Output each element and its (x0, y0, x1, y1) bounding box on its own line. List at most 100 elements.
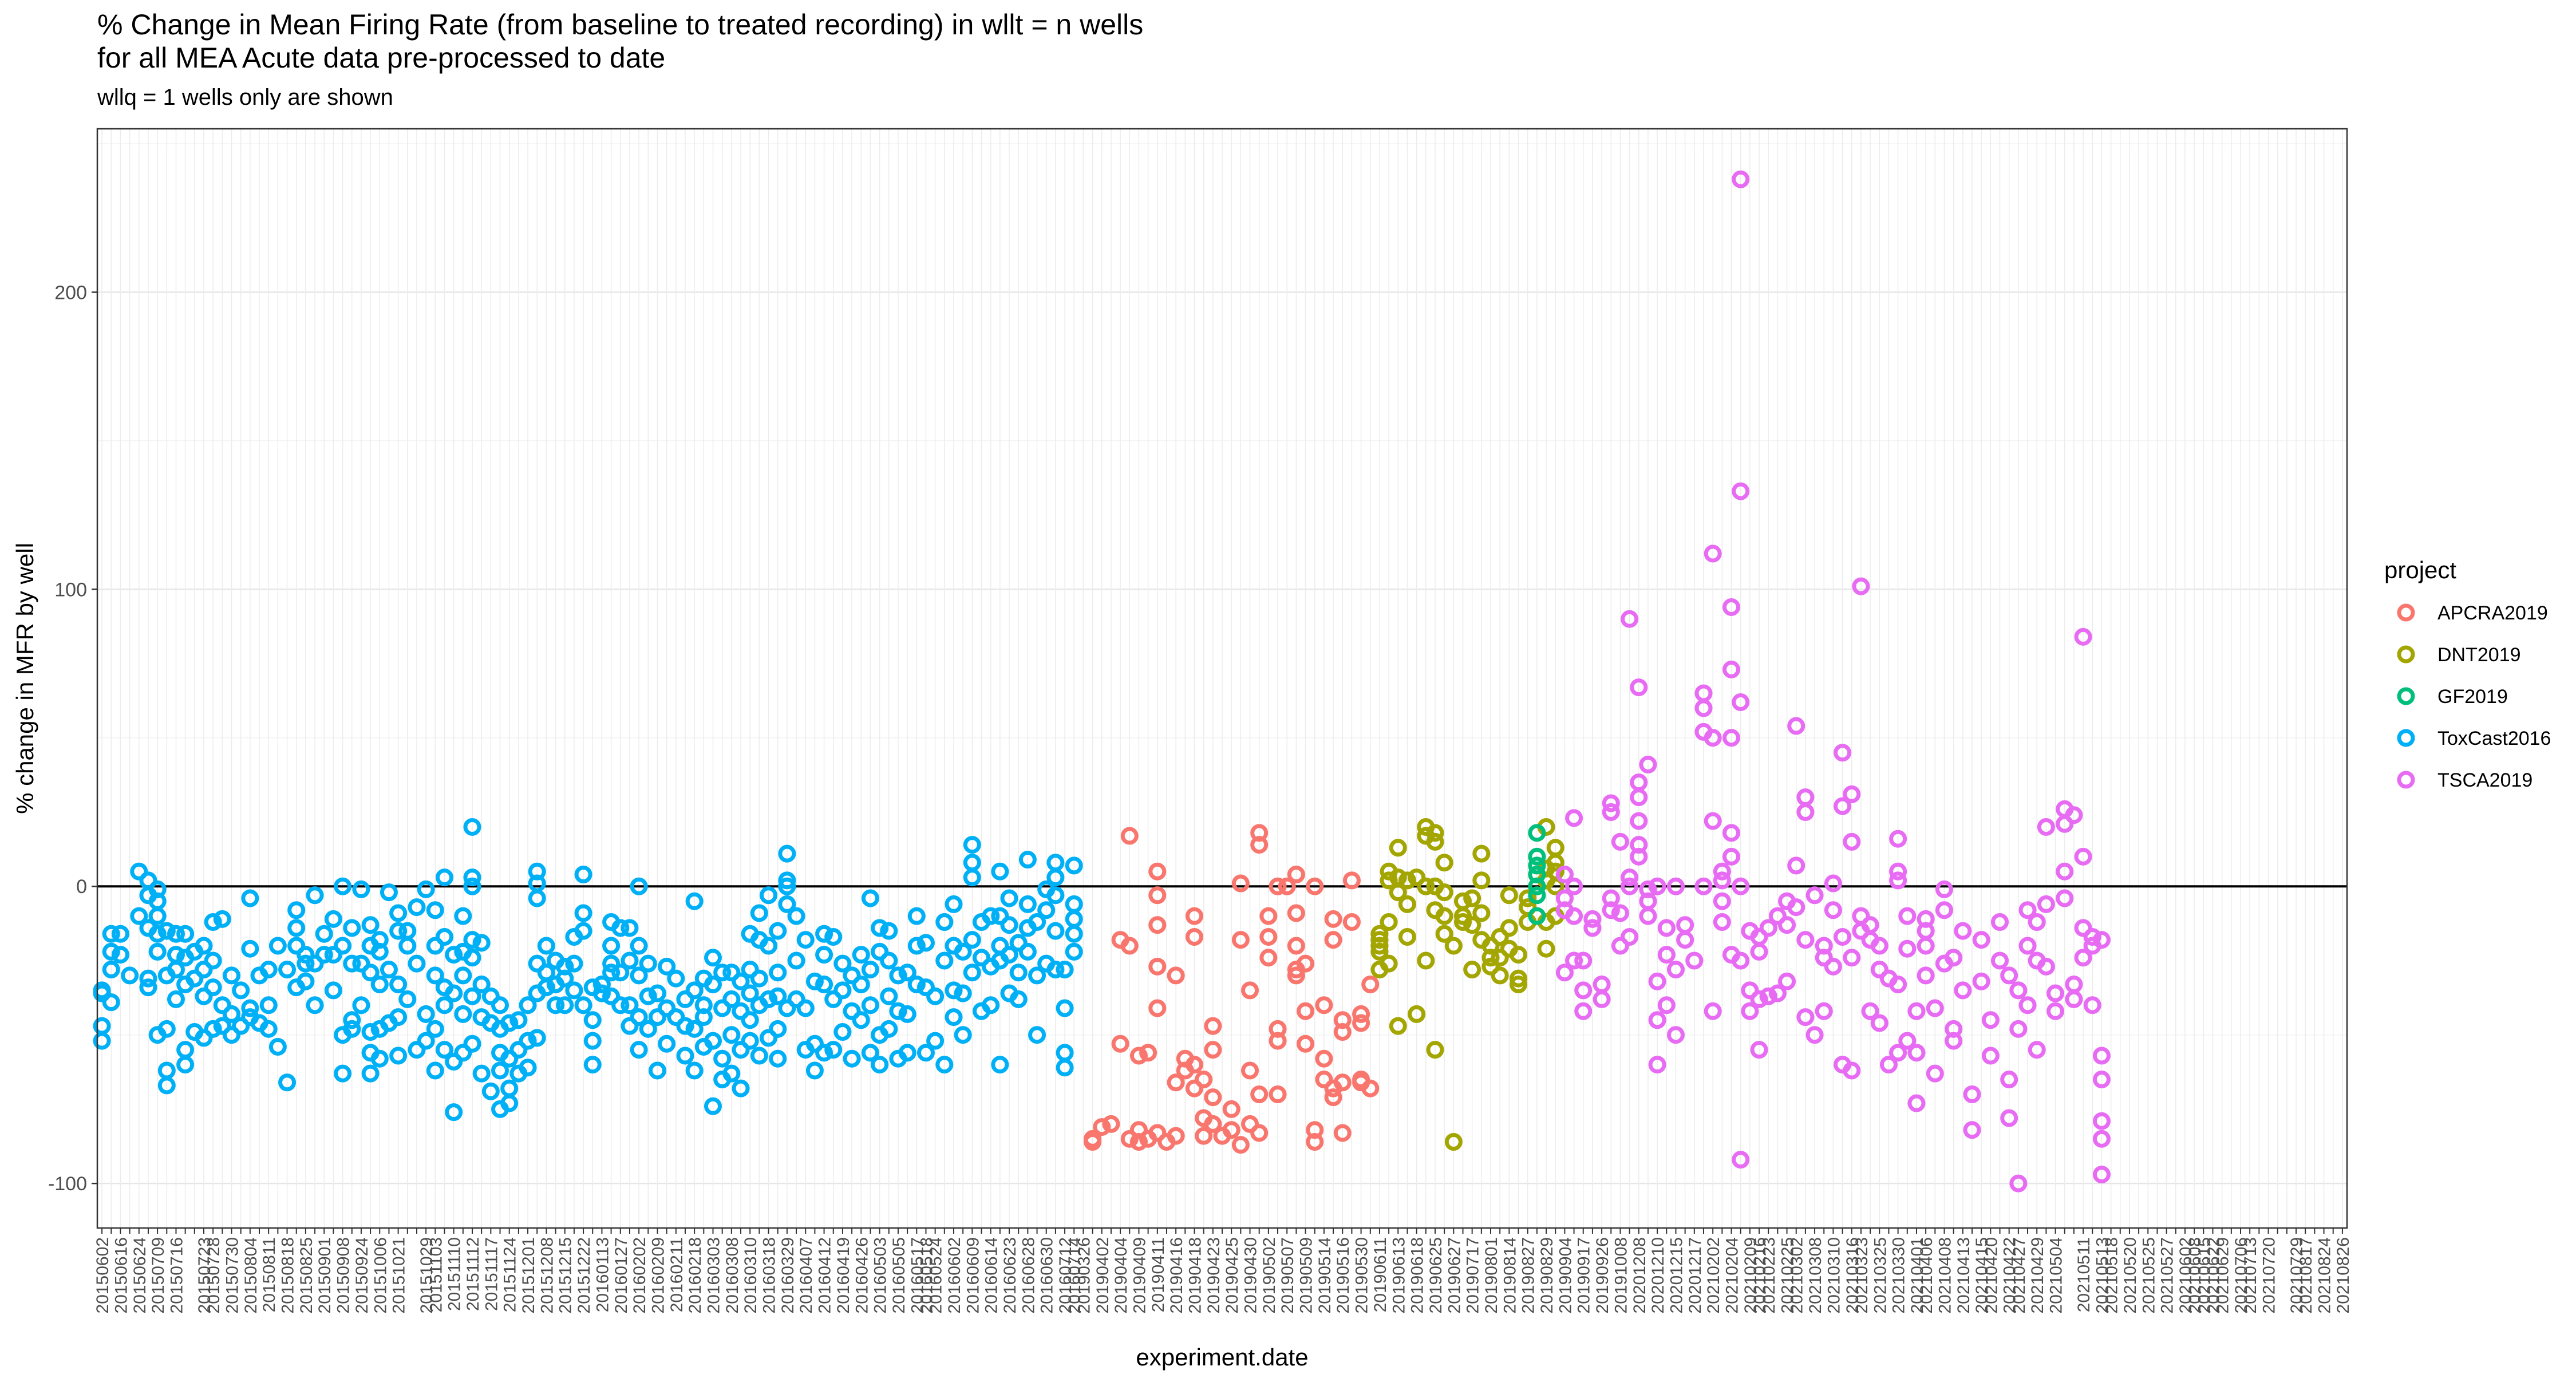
data-point (1648, 972, 1666, 990)
data-point (454, 1044, 472, 1062)
data-point (1768, 907, 1787, 925)
data-point (1148, 957, 1167, 976)
data-point (232, 981, 250, 1000)
data-point (1528, 886, 1546, 905)
data-point (1426, 1041, 1444, 1059)
data-point (1204, 1115, 1222, 1133)
data-point (204, 1020, 222, 1038)
data-point (648, 1061, 666, 1080)
data-point (1657, 946, 1676, 964)
data-point (1009, 990, 1028, 1008)
data-point (1204, 1088, 1222, 1107)
data-point (509, 1041, 528, 1059)
data-point (602, 964, 621, 982)
data-point (2083, 927, 2101, 946)
data-point (722, 990, 741, 1008)
data-point (1269, 1020, 1287, 1038)
data-point (1732, 170, 1750, 188)
data-point (852, 975, 870, 993)
legend-items: APCRA2019 DNT2019 GF2019 ToxCast2016 TSCA201… (2397, 602, 2551, 791)
data-point (417, 880, 435, 898)
data-point (760, 1029, 778, 1047)
data-point (1732, 951, 1750, 970)
x-tick-label: 20210408 (1935, 1237, 1954, 1313)
data-point (1065, 942, 1083, 961)
data-point (1287, 966, 1305, 985)
data-point (621, 951, 639, 970)
legend-label: APCRA2019 (2437, 602, 2548, 624)
data-point (157, 1076, 176, 1095)
data-point (1704, 812, 1722, 830)
data-point (2028, 913, 2046, 931)
data-point (778, 877, 796, 895)
data-point (435, 868, 453, 887)
data-point (694, 1008, 713, 1026)
data-point (1972, 972, 1990, 990)
data-point (685, 981, 704, 1000)
data-point (1120, 1130, 1139, 1148)
data-point (1472, 904, 1491, 922)
data-point (102, 993, 120, 1012)
data-point (259, 961, 278, 979)
x-tick-label: 20160202 (630, 1237, 649, 1313)
data-point (639, 987, 657, 1005)
data-point (139, 969, 157, 988)
data-point (1222, 1121, 1240, 1139)
data-point (1297, 954, 1315, 973)
data-point (722, 1064, 741, 1083)
x-tick-label: 20190423 (1204, 1237, 1223, 1313)
data-point (537, 937, 555, 955)
data-point (1306, 877, 1324, 895)
data-point (241, 999, 259, 1017)
data-point (1926, 999, 1944, 1017)
y-axis-ticks: -100 0 100 200 (48, 282, 97, 1195)
data-point (1148, 862, 1167, 881)
data-point (306, 886, 324, 905)
data-point (1954, 922, 1972, 940)
data-point (1611, 904, 1629, 922)
legend-label: DNT2019 (2437, 644, 2521, 666)
data-point (1768, 984, 1787, 1002)
data-point (1666, 961, 1685, 979)
data-point (1278, 877, 1296, 895)
chart-subtitle: wllq = 1 wells only are shown (97, 85, 393, 110)
data-point (676, 1047, 694, 1065)
data-point (1611, 937, 1629, 955)
data-point (1945, 1032, 1963, 1050)
data-point (658, 1035, 676, 1053)
data-point (287, 901, 306, 919)
data-point (1834, 744, 1852, 762)
data-point (1370, 942, 1389, 961)
data-point (1815, 949, 1833, 967)
data-point (176, 925, 195, 943)
data-point (500, 1014, 519, 1032)
data-point (713, 999, 732, 1017)
data-point (1510, 946, 1528, 964)
data-point (1065, 856, 1083, 875)
x-tick-label: 20151103 (426, 1237, 445, 1312)
data-point (1269, 877, 1287, 895)
data-point (2000, 1071, 2018, 1089)
data-point (398, 990, 417, 1008)
data-point (2065, 806, 2083, 824)
data-point (528, 889, 546, 907)
data-point (880, 951, 898, 970)
data-point (176, 1056, 195, 1074)
data-point (2092, 1112, 2111, 1130)
data-point (621, 1017, 639, 1035)
data-point (380, 883, 398, 902)
data-point (148, 942, 167, 961)
data-point (93, 984, 111, 1002)
x-tick-label: 20210209 (1741, 1237, 1760, 1313)
data-point (1574, 951, 1593, 970)
data-point (1435, 854, 1453, 872)
data-point (1380, 913, 1398, 931)
data-point (519, 1032, 537, 1050)
x-tick-label: 20160113 (593, 1237, 612, 1312)
x-tick-label: 20210401 (1908, 1237, 1927, 1313)
data-point (824, 990, 843, 1008)
x-tick-label: 20190416 (1167, 1237, 1186, 1313)
data-point (685, 892, 704, 910)
data-point (574, 865, 592, 883)
